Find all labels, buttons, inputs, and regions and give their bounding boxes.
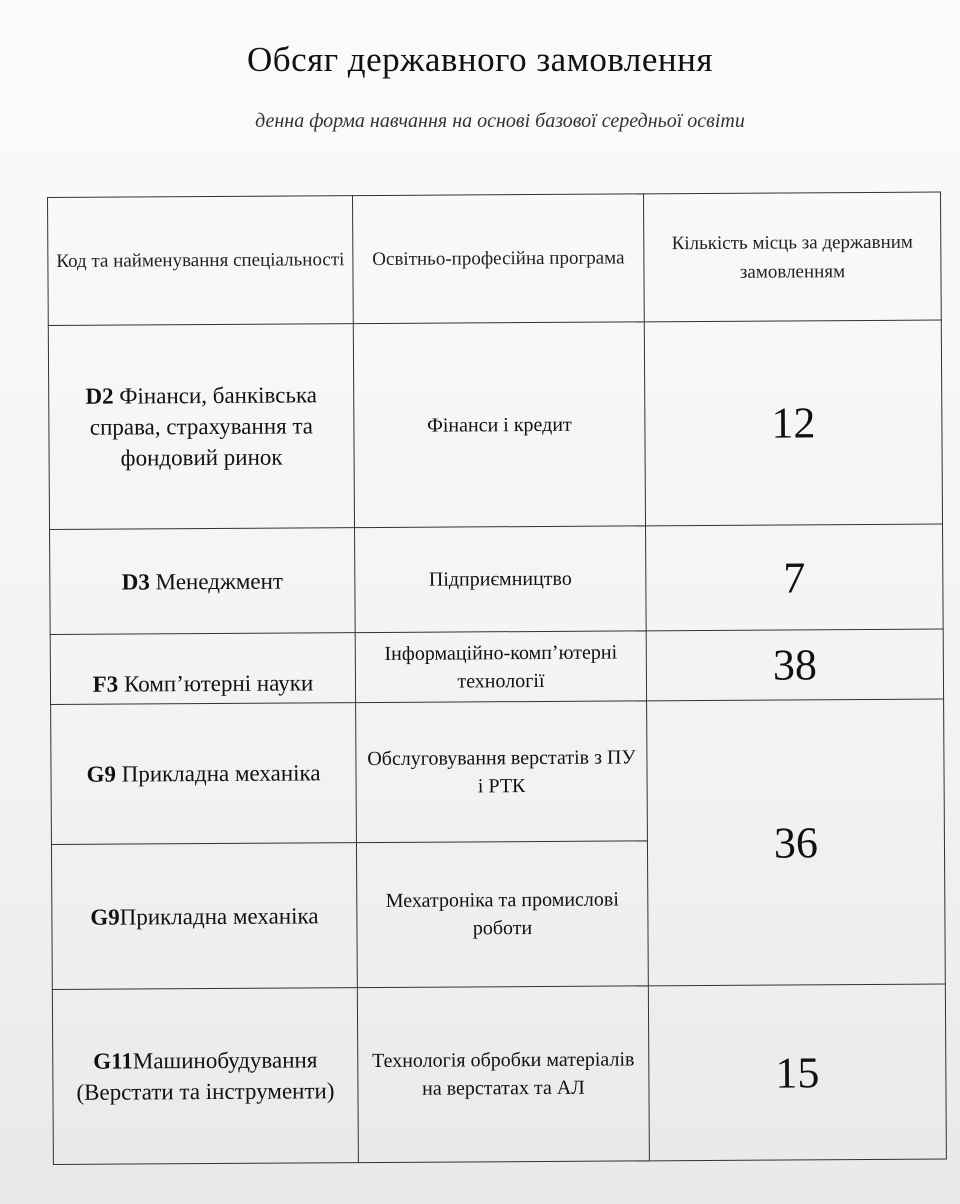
header-places: Кількість місць за державним замовленням — [643, 192, 942, 322]
table-row: F3 Комп’ютерні науки Інформаційно-комп’ю… — [50, 629, 944, 705]
program-cell: Мехатроніка та промислові роботи — [356, 840, 649, 988]
table-row: G11Машинобудування (Верстати та інструме… — [52, 984, 947, 1165]
program-cell: Технологія обробки матеріалів на верстат… — [357, 985, 650, 1163]
header-program: Освітньо-професійна програма — [352, 193, 645, 324]
specialty-cell: D2 Фінанси, банківська справа, страхуван… — [48, 323, 355, 530]
table-row: G9 Прикладна механіка Обслуговування вер… — [50, 699, 946, 986]
places-cell: 15 — [648, 984, 947, 1161]
specialty-name: Фінанси, банківська справа, страхування … — [89, 382, 318, 471]
specialty-code: D3 — [121, 568, 150, 595]
header-specialty: Код та найменування спеціальності — [47, 195, 354, 326]
specialty-code: G9 — [90, 904, 120, 930]
places-cell: 38 — [646, 629, 944, 701]
page-title: Обсяг державного замовлення — [246, 40, 713, 79]
program-cell: Фінанси і кредит — [353, 321, 646, 528]
places-cell: 36 — [646, 699, 946, 986]
program-cell: Підприємництво — [354, 525, 647, 633]
program-cell: Інформаційно-комп’ютерні технології — [355, 630, 647, 703]
specialty-cell: F3 Комп’ютерні науки — [50, 632, 356, 705]
specialty-code: G9 — [86, 761, 116, 787]
state-order-table: Код та найменування спеціальності Освітн… — [47, 192, 947, 1165]
program-cell: Обслуговування верстатів з ПУ і РТК — [355, 700, 648, 843]
specialty-name: Прикладна механіка — [119, 902, 319, 930]
specialty-name: Комп’ютерні науки — [118, 670, 314, 697]
specialty-cell: D3 Менеджмент — [49, 527, 356, 635]
specialty-code: G11 — [93, 1048, 133, 1074]
table-row: D3 Менеджмент Підприємництво 7 — [49, 524, 944, 635]
places-cell: 12 — [644, 320, 943, 526]
specialty-name: Менеджмент — [149, 568, 284, 594]
specialty-code: F3 — [92, 671, 119, 697]
specialty-name: Прикладна механіка — [115, 760, 321, 787]
specialty-cell: G11Машинобудування (Верстати та інструме… — [52, 987, 359, 1165]
specialty-code: D2 — [85, 383, 114, 409]
specialty-cell: G9 Прикладна механіка — [50, 702, 357, 845]
specialty-cell: G9Прикладна механіка — [51, 842, 358, 990]
table-header-row: Код та найменування спеціальності Освітн… — [47, 192, 942, 326]
page-subtitle: денна форма навчання на основі базової с… — [255, 110, 745, 132]
places-cell: 7 — [645, 524, 944, 631]
table-row: D2 Фінанси, банківська справа, страхуван… — [48, 320, 943, 530]
